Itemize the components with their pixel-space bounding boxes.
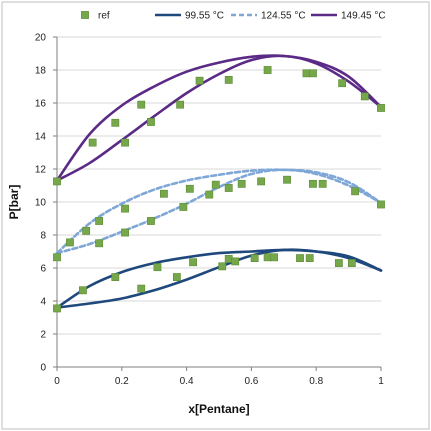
x-tick-label: 0	[54, 376, 60, 387]
ref-marker	[53, 304, 61, 313]
ref-marker	[79, 286, 87, 295]
ref-marker	[338, 79, 347, 88]
y-tick-label: 6	[40, 264, 46, 275]
ref-marker	[263, 66, 272, 74]
legend-label: 99.55 °C	[185, 11, 224, 22]
ref-marker	[224, 184, 233, 192]
series-14945-dew-line	[55, 54, 383, 182]
ref-marker	[121, 228, 129, 237]
ref-marker	[309, 179, 317, 188]
y-tick-label: 10	[35, 198, 47, 209]
y-tick-label: 18	[35, 66, 47, 77]
ref-marker	[53, 253, 61, 262]
ref-marker	[160, 189, 168, 198]
ref-marker	[189, 258, 197, 267]
ref-marker	[231, 257, 240, 266]
y-tick-label: 16	[35, 99, 47, 110]
y-tick-label: 14	[35, 132, 47, 143]
ref-marker	[360, 92, 369, 101]
x-tick-label: 0.2	[115, 376, 129, 387]
ref-marker	[137, 100, 146, 109]
ref-marker	[179, 203, 188, 211]
ref-marker	[82, 226, 91, 235]
y-tick-labels: 0 2 4 6 8 10 12 14 16 18 20	[35, 33, 47, 374]
ref-marker	[147, 217, 155, 225]
ref-marker	[377, 200, 385, 209]
ref-marker	[218, 262, 227, 271]
legend-label: ref	[98, 11, 110, 22]
ref-marker	[153, 263, 162, 272]
ref-marker	[147, 118, 155, 126]
ref-marker	[250, 254, 259, 262]
ref-marker	[111, 118, 120, 127]
ref-marker	[176, 100, 185, 109]
legend-label: 149.45 °C	[341, 11, 386, 22]
ref-marker	[121, 204, 129, 213]
x-tick-label: 0.4	[180, 376, 194, 387]
x-tick-label: 0.6	[244, 376, 258, 387]
ref-marker	[237, 179, 246, 188]
legend-item: 149.45 °C	[311, 11, 386, 22]
series-14945-bubble-line	[55, 54, 383, 182]
legend-swatch-ref	[81, 11, 89, 19]
ref-marker	[137, 284, 146, 293]
x-axis-title: x[Pentane]	[188, 402, 249, 416]
ref-marker	[66, 238, 74, 247]
legend-item: 99.55 °C	[155, 11, 224, 22]
ref-marker	[53, 177, 61, 186]
legend-label: 124.55 °C	[261, 11, 306, 22]
ref-marker	[318, 179, 327, 188]
ref-marker	[347, 259, 356, 267]
y-tick-label: 4	[40, 297, 46, 308]
ref-marker	[224, 76, 233, 84]
ref-marker	[309, 69, 317, 78]
ref-marker	[88, 138, 97, 147]
x-tick-labels: 0 0.2 0.4 0.6 0.8 1	[54, 376, 384, 387]
ref-marker	[205, 190, 214, 199]
legend-item: 124.55 °C	[231, 11, 306, 22]
ref-marker	[95, 217, 104, 225]
ref-marker	[296, 254, 304, 262]
y-tick-label: 0	[40, 363, 46, 374]
ref-marker	[172, 273, 181, 281]
ref-marker	[305, 254, 314, 262]
ref-marker	[111, 273, 120, 281]
x-tick-label: 1	[378, 376, 384, 387]
x-tick-label: 0.8	[309, 376, 323, 387]
ref-marker	[195, 76, 204, 85]
ref-marker	[351, 187, 359, 196]
ref-marker	[283, 175, 291, 184]
ref-marker	[224, 255, 233, 263]
ref-marker	[377, 104, 385, 112]
ref-marker	[185, 184, 194, 193]
ref-marker	[263, 253, 272, 262]
ref-marker	[270, 253, 278, 262]
ref-marker	[257, 177, 266, 186]
ref-markers	[53, 66, 385, 313]
y-tick-label: 8	[40, 231, 46, 242]
legend: ref 99.55 °C 124.55 °C 149.45 °C	[81, 11, 386, 22]
legend-item: ref	[81, 11, 110, 22]
y-tick-label: 2	[40, 330, 46, 341]
ref-marker	[302, 69, 311, 78]
series-12455-bubble-line	[55, 168, 383, 255]
ref-marker	[211, 180, 220, 189]
ref-marker	[95, 239, 104, 248]
ref-marker	[334, 259, 343, 267]
y-tick-label: 12	[35, 165, 47, 176]
y-axis-title: P[bar]	[7, 185, 21, 220]
ref-marker	[121, 138, 129, 147]
y-tick-label: 20	[35, 33, 47, 44]
